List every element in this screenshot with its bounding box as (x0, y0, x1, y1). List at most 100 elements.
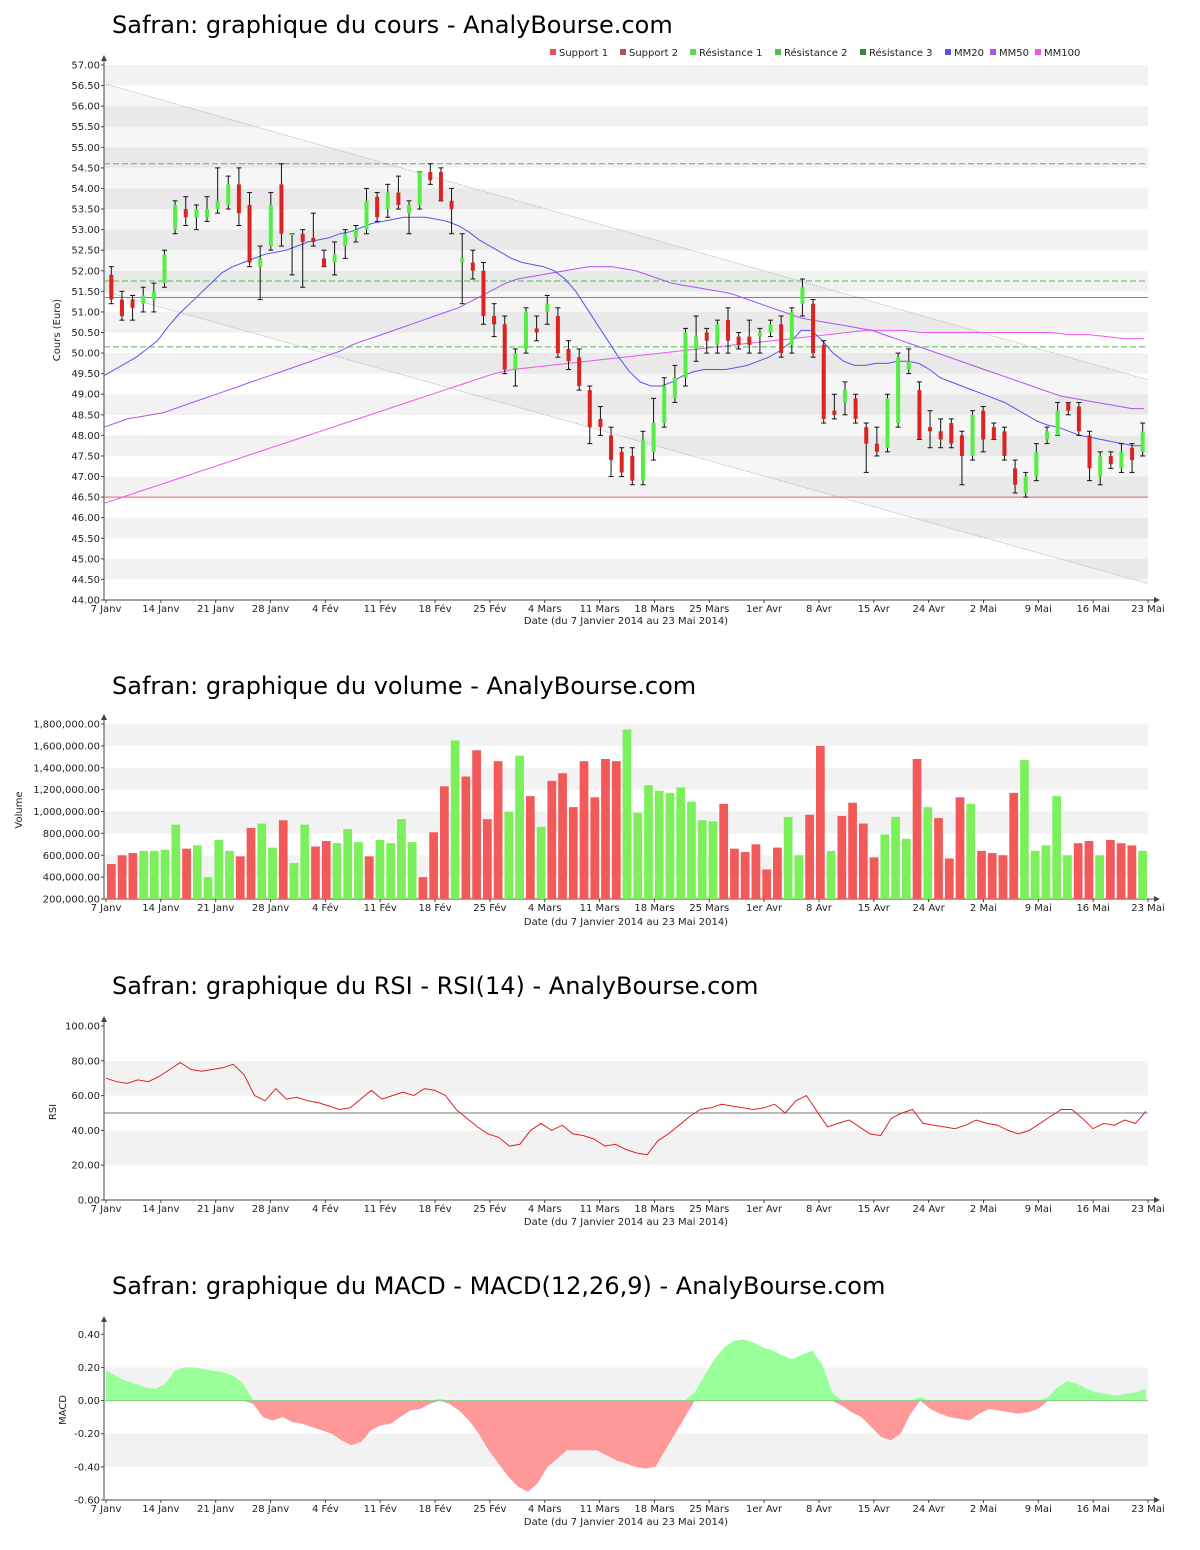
x-tick-label: 4 Mars (528, 604, 562, 615)
volume-bar (1073, 843, 1083, 899)
y-tick-label: 56.50 (71, 81, 100, 92)
candle-body (183, 209, 188, 218)
volume-bar (601, 759, 610, 899)
volume-bar (1020, 760, 1029, 899)
x-tick-label: 16 Mai (1076, 604, 1109, 615)
candle-body (385, 192, 390, 210)
volume-bar (934, 818, 943, 899)
y-tick-label: 800,000.00 (43, 829, 100, 840)
y-tick-label: 57.00 (71, 61, 100, 72)
volume-bar (912, 759, 922, 899)
volume-x-label: Date (du 7 Janvier 2014 au 23 Mai 2014) (524, 917, 728, 928)
y-tick-label: 49.00 (71, 390, 100, 401)
volume-bar (1041, 845, 1051, 899)
x-tick-label: 15 Avr (858, 1504, 891, 1515)
volume-bar (568, 807, 578, 899)
candle-body (672, 377, 677, 399)
candle-body (343, 233, 348, 247)
trend-line-lower (103, 290, 1149, 584)
grid-band (104, 65, 1148, 86)
y-tick-label: 55.00 (71, 143, 100, 154)
grid-band (104, 373, 1148, 395)
volume-bar (461, 776, 471, 899)
x-tick-label: 14 Janv (142, 903, 179, 914)
volume-bar (397, 819, 406, 899)
volume-bar (321, 841, 331, 899)
candle-body (1023, 476, 1028, 493)
y-tick-label: 45.50 (71, 534, 100, 545)
y-tick-label: 52.50 (71, 246, 100, 257)
y-tick-label: 51.00 (71, 307, 100, 318)
macd-y-ticks: -0.60 -0.40 -0.20 0.00 0.20 0.40 (74, 1316, 107, 1507)
candle-body (970, 414, 975, 456)
x-tick-label: 11 Fév (364, 1203, 397, 1215)
candle-body (1130, 447, 1135, 461)
x-tick-label: 9 Mai (1025, 1204, 1052, 1215)
macd-positive-area (106, 1339, 1146, 1401)
y-tick-label: 46.00 (71, 513, 100, 524)
grid-band (104, 517, 1148, 539)
volume-bar (815, 745, 825, 899)
grid-band (104, 147, 1148, 168)
volume-bar (235, 856, 245, 899)
candle-body (523, 311, 528, 349)
y-tick-label: 54.50 (71, 163, 100, 174)
x-tick-label: 28 Janv (252, 903, 289, 914)
legend-swatch (690, 49, 696, 55)
x-tick-label: 4 Mars (528, 903, 562, 914)
x-tick-label: 18 Mars (634, 1204, 674, 1215)
volume-bar (644, 785, 653, 899)
candle-body (630, 455, 635, 481)
volume-bar (472, 750, 481, 899)
candle-body (1055, 410, 1060, 436)
candle-body (928, 427, 933, 432)
candle-body (290, 233, 295, 236)
y-axis-arrow (101, 55, 107, 61)
volume-bar (611, 761, 621, 899)
legend-label: Support 2 (629, 48, 678, 59)
x-tick-label: 14 Janv (142, 1504, 179, 1515)
volume-bar (160, 849, 170, 899)
candle-body (821, 344, 826, 419)
volume-bar (300, 824, 310, 899)
y-tick-label: 50.00 (71, 349, 100, 360)
candle-body (311, 237, 316, 242)
y-tick-label: 1,600,000.00 (33, 741, 100, 752)
trend-line-upper (103, 83, 1149, 381)
x-tick-label: 9 Mai (1025, 604, 1052, 615)
candle-body (513, 353, 518, 370)
volume-bar (966, 803, 976, 899)
candle-body (268, 204, 273, 247)
volume-bar (923, 807, 933, 899)
x-tick-label: 16 Mai (1076, 1204, 1109, 1215)
volume-bar (730, 848, 739, 899)
volume-bar (418, 877, 428, 899)
rsi-x-ticks: 7 Janv 14 Janv 21 Janv 28 Janv 4 Fév 11 Fév 18… (91, 1197, 1165, 1215)
x-tick-label: 28 Janv (252, 1204, 289, 1215)
candle-body (375, 196, 380, 218)
rsi-y-ticks: 0.00 20.00 40.00 60.00 80.00 100.00 (65, 1016, 107, 1207)
volume-bar (998, 855, 1008, 899)
candle-body (726, 320, 731, 341)
x-tick-label: 4 Mars (528, 1504, 562, 1515)
volume-bar (987, 853, 997, 899)
volume-bar (128, 853, 138, 899)
x-tick-label: 4 Fév (312, 1503, 339, 1515)
volume-bar (450, 740, 460, 899)
volume-bar (107, 864, 116, 899)
candle-body (1108, 455, 1113, 465)
x-tick-label: 16 Mai (1076, 903, 1109, 914)
volume-bar (654, 790, 664, 899)
volume-bar (794, 855, 804, 899)
volume-bar (783, 816, 793, 899)
grid-band (104, 558, 1148, 580)
candle-body (949, 423, 954, 444)
rsi-x-label: Date (du 7 Janvier 2014 au 23 Mai 2014) (524, 1217, 728, 1228)
x-tick-label: 21 Janv (197, 1504, 234, 1515)
candle-body (205, 209, 210, 218)
volume-bar (955, 797, 965, 899)
macd-plot (104, 1339, 1148, 1492)
x-tick-label: 1er Avr (746, 604, 783, 615)
y-tick-label: 53.50 (71, 205, 100, 216)
candle-body (683, 332, 688, 378)
